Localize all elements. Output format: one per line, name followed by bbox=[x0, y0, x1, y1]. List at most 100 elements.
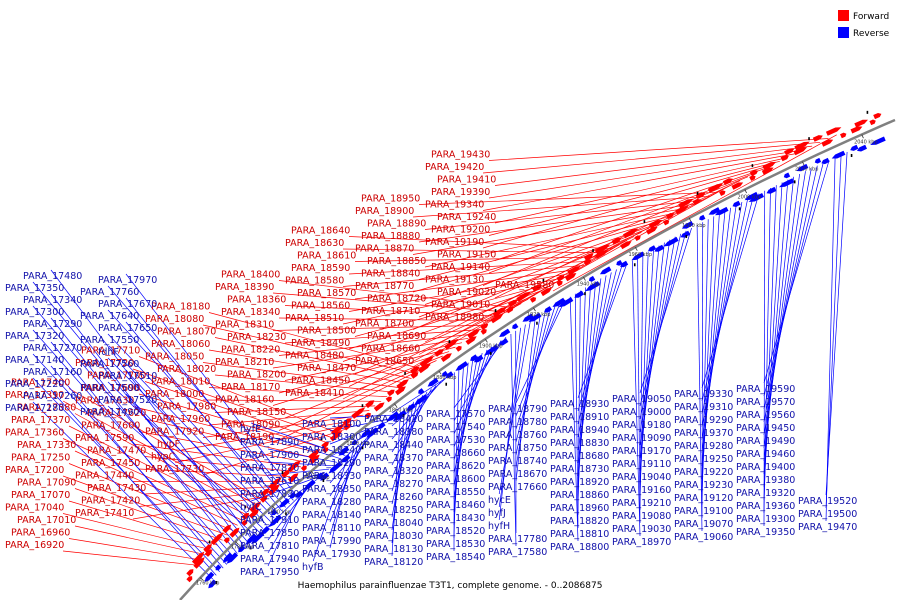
forward-gene-glyph bbox=[267, 484, 280, 496]
forward-gene-label: PARA_17710 bbox=[81, 346, 140, 357]
forward-gene-label: PARA_17960 bbox=[151, 414, 210, 425]
forward-leader-line bbox=[208, 387, 388, 398]
reverse-leader-line bbox=[107, 357, 271, 522]
forward-gene-label: PARA_17400 bbox=[11, 378, 70, 389]
feature-marker bbox=[633, 263, 636, 267]
forward-leader-line bbox=[202, 428, 347, 476]
reverse-gene-label: PARA_19320 bbox=[736, 488, 795, 499]
forward-gene-label: PARA_18340 bbox=[221, 307, 280, 318]
reverse-gene-label: PARA_19050 bbox=[612, 394, 671, 405]
reverse-gene-glyph bbox=[204, 571, 215, 582]
forward-gene-label: PARA_18900 bbox=[355, 206, 414, 217]
tick-label: 1880 kbp bbox=[433, 375, 457, 381]
forward-leader-line bbox=[494, 168, 765, 261]
tick-label: 1920 kbp bbox=[527, 312, 551, 318]
reverse-gene-label: PARA_19070 bbox=[674, 519, 733, 530]
feature-marker bbox=[489, 351, 492, 355]
reverse-gene-label: PARA_18860 bbox=[550, 490, 609, 501]
reverse-leader-line bbox=[498, 321, 531, 495]
tick-label: 2020 kbp bbox=[795, 167, 819, 173]
forward-leader-line bbox=[418, 227, 650, 318]
forward-leader-line bbox=[138, 393, 324, 449]
reverse-leader-line bbox=[701, 193, 760, 389]
forward-leader-line bbox=[138, 490, 274, 507]
forward-gene-glyph bbox=[210, 532, 224, 546]
reverse-gene-label: hycE bbox=[488, 495, 511, 506]
reverse-leader-line bbox=[329, 441, 363, 523]
forward-gene-glyph bbox=[825, 127, 842, 136]
forward-gene-glyph bbox=[634, 235, 641, 241]
forward-leader-line bbox=[202, 324, 418, 375]
reverse-gene-label: PARA_18460 bbox=[426, 500, 485, 511]
forward-gene-label: PARA_17470 bbox=[87, 446, 146, 457]
forward-gene-glyph bbox=[385, 396, 392, 403]
forward-leader-line bbox=[342, 290, 542, 362]
reverse-gene-label: PARA_17530 bbox=[426, 435, 485, 446]
reverse-gene-label: PARA_18420 bbox=[364, 414, 423, 425]
forward-gene-label: PARA_18010 bbox=[151, 377, 210, 388]
forward-gene-label: PARA_18690 bbox=[367, 331, 426, 342]
reverse-gene-label: PARA_18600 bbox=[426, 474, 485, 485]
reverse-gene-label: PARA_18330 bbox=[302, 471, 361, 482]
reverse-gene-glyph bbox=[455, 361, 469, 371]
forward-gene-glyph bbox=[342, 418, 352, 426]
reverse-leader-line bbox=[32, 329, 235, 558]
forward-gene-label: PARA_18090 bbox=[221, 420, 280, 431]
reverse-leader-line bbox=[125, 273, 298, 498]
reverse-gene-glyph bbox=[680, 230, 691, 238]
forward-gene-glyph bbox=[223, 537, 230, 544]
feature-marker bbox=[445, 382, 448, 386]
forward-gene-label: PARA_17410 bbox=[75, 508, 134, 519]
forward-gene-label: PARA_17390 bbox=[5, 390, 64, 401]
feature-marker bbox=[361, 404, 364, 408]
reverse-leader-line bbox=[574, 293, 579, 529]
reverse-leader-line bbox=[577, 275, 607, 451]
reverse-gene-glyph bbox=[814, 157, 822, 164]
reverse-gene-label: PARA_19380 bbox=[736, 475, 795, 486]
backbone-tick bbox=[438, 370, 442, 375]
forward-gene-label: PARA_18080 bbox=[145, 314, 204, 325]
reverse-gene-glyph bbox=[498, 338, 509, 346]
reverse-gene-glyph bbox=[821, 157, 830, 165]
forward-leader-line bbox=[214, 405, 376, 413]
forward-gene-glyph bbox=[365, 400, 375, 409]
reverse-leader-line bbox=[107, 285, 294, 501]
feature-marker bbox=[685, 234, 688, 238]
reverse-gene-label: PARA_19290 bbox=[674, 415, 733, 426]
reverse-gene-label: PARA_19360 bbox=[736, 501, 795, 512]
forward-gene-label: PARA_17420 bbox=[81, 496, 140, 507]
forward-gene-glyph bbox=[761, 167, 774, 175]
reverse-leader-line bbox=[267, 468, 330, 476]
reverse-gene-label: PARA_19350 bbox=[736, 527, 795, 538]
reverse-gene-label: PARA_17140 bbox=[5, 355, 64, 366]
forward-leader-line bbox=[202, 362, 400, 388]
forward-gene-glyph bbox=[505, 306, 514, 314]
label-leader-lines bbox=[32, 134, 848, 580]
forward-gene-glyph bbox=[854, 119, 868, 128]
forward-gene-glyph bbox=[611, 237, 622, 245]
forward-gene-glyph bbox=[749, 169, 759, 177]
backbone-tick bbox=[235, 541, 239, 545]
reverse-gene-glyph bbox=[360, 428, 372, 438]
reverse-gene-label: PARA_17500 bbox=[80, 383, 139, 394]
forward-gene-glyph bbox=[692, 198, 701, 206]
forward-leader-line bbox=[482, 141, 821, 174]
forward-gene-label: PARA_17010 bbox=[17, 515, 76, 526]
reverse-gene-label: PARA_18670 bbox=[488, 469, 547, 480]
forward-leader-line bbox=[412, 219, 664, 293]
reverse-leader-line bbox=[108, 345, 275, 519]
forward-leader-line bbox=[272, 324, 489, 331]
reverse-leader-line bbox=[107, 333, 279, 515]
reverse-gene-glyph bbox=[406, 403, 416, 411]
reverse-gene-glyph bbox=[870, 136, 886, 145]
reverse-gene-label: PARA_18750 bbox=[488, 443, 547, 454]
forward-gene-label: PARA_18200 bbox=[227, 370, 286, 381]
reverse-leader-line bbox=[701, 202, 743, 428]
forward-gene-label: PARA_17330 bbox=[17, 440, 76, 451]
forward-leader-line bbox=[68, 463, 233, 531]
reverse-leader-line bbox=[701, 199, 748, 415]
reverse-gene-glyph bbox=[483, 344, 499, 356]
forward-gene-label: PARA_19010 bbox=[431, 300, 490, 311]
reverse-leader-line bbox=[107, 309, 286, 508]
reverse-gene-label: PARA_18120 bbox=[364, 557, 423, 568]
